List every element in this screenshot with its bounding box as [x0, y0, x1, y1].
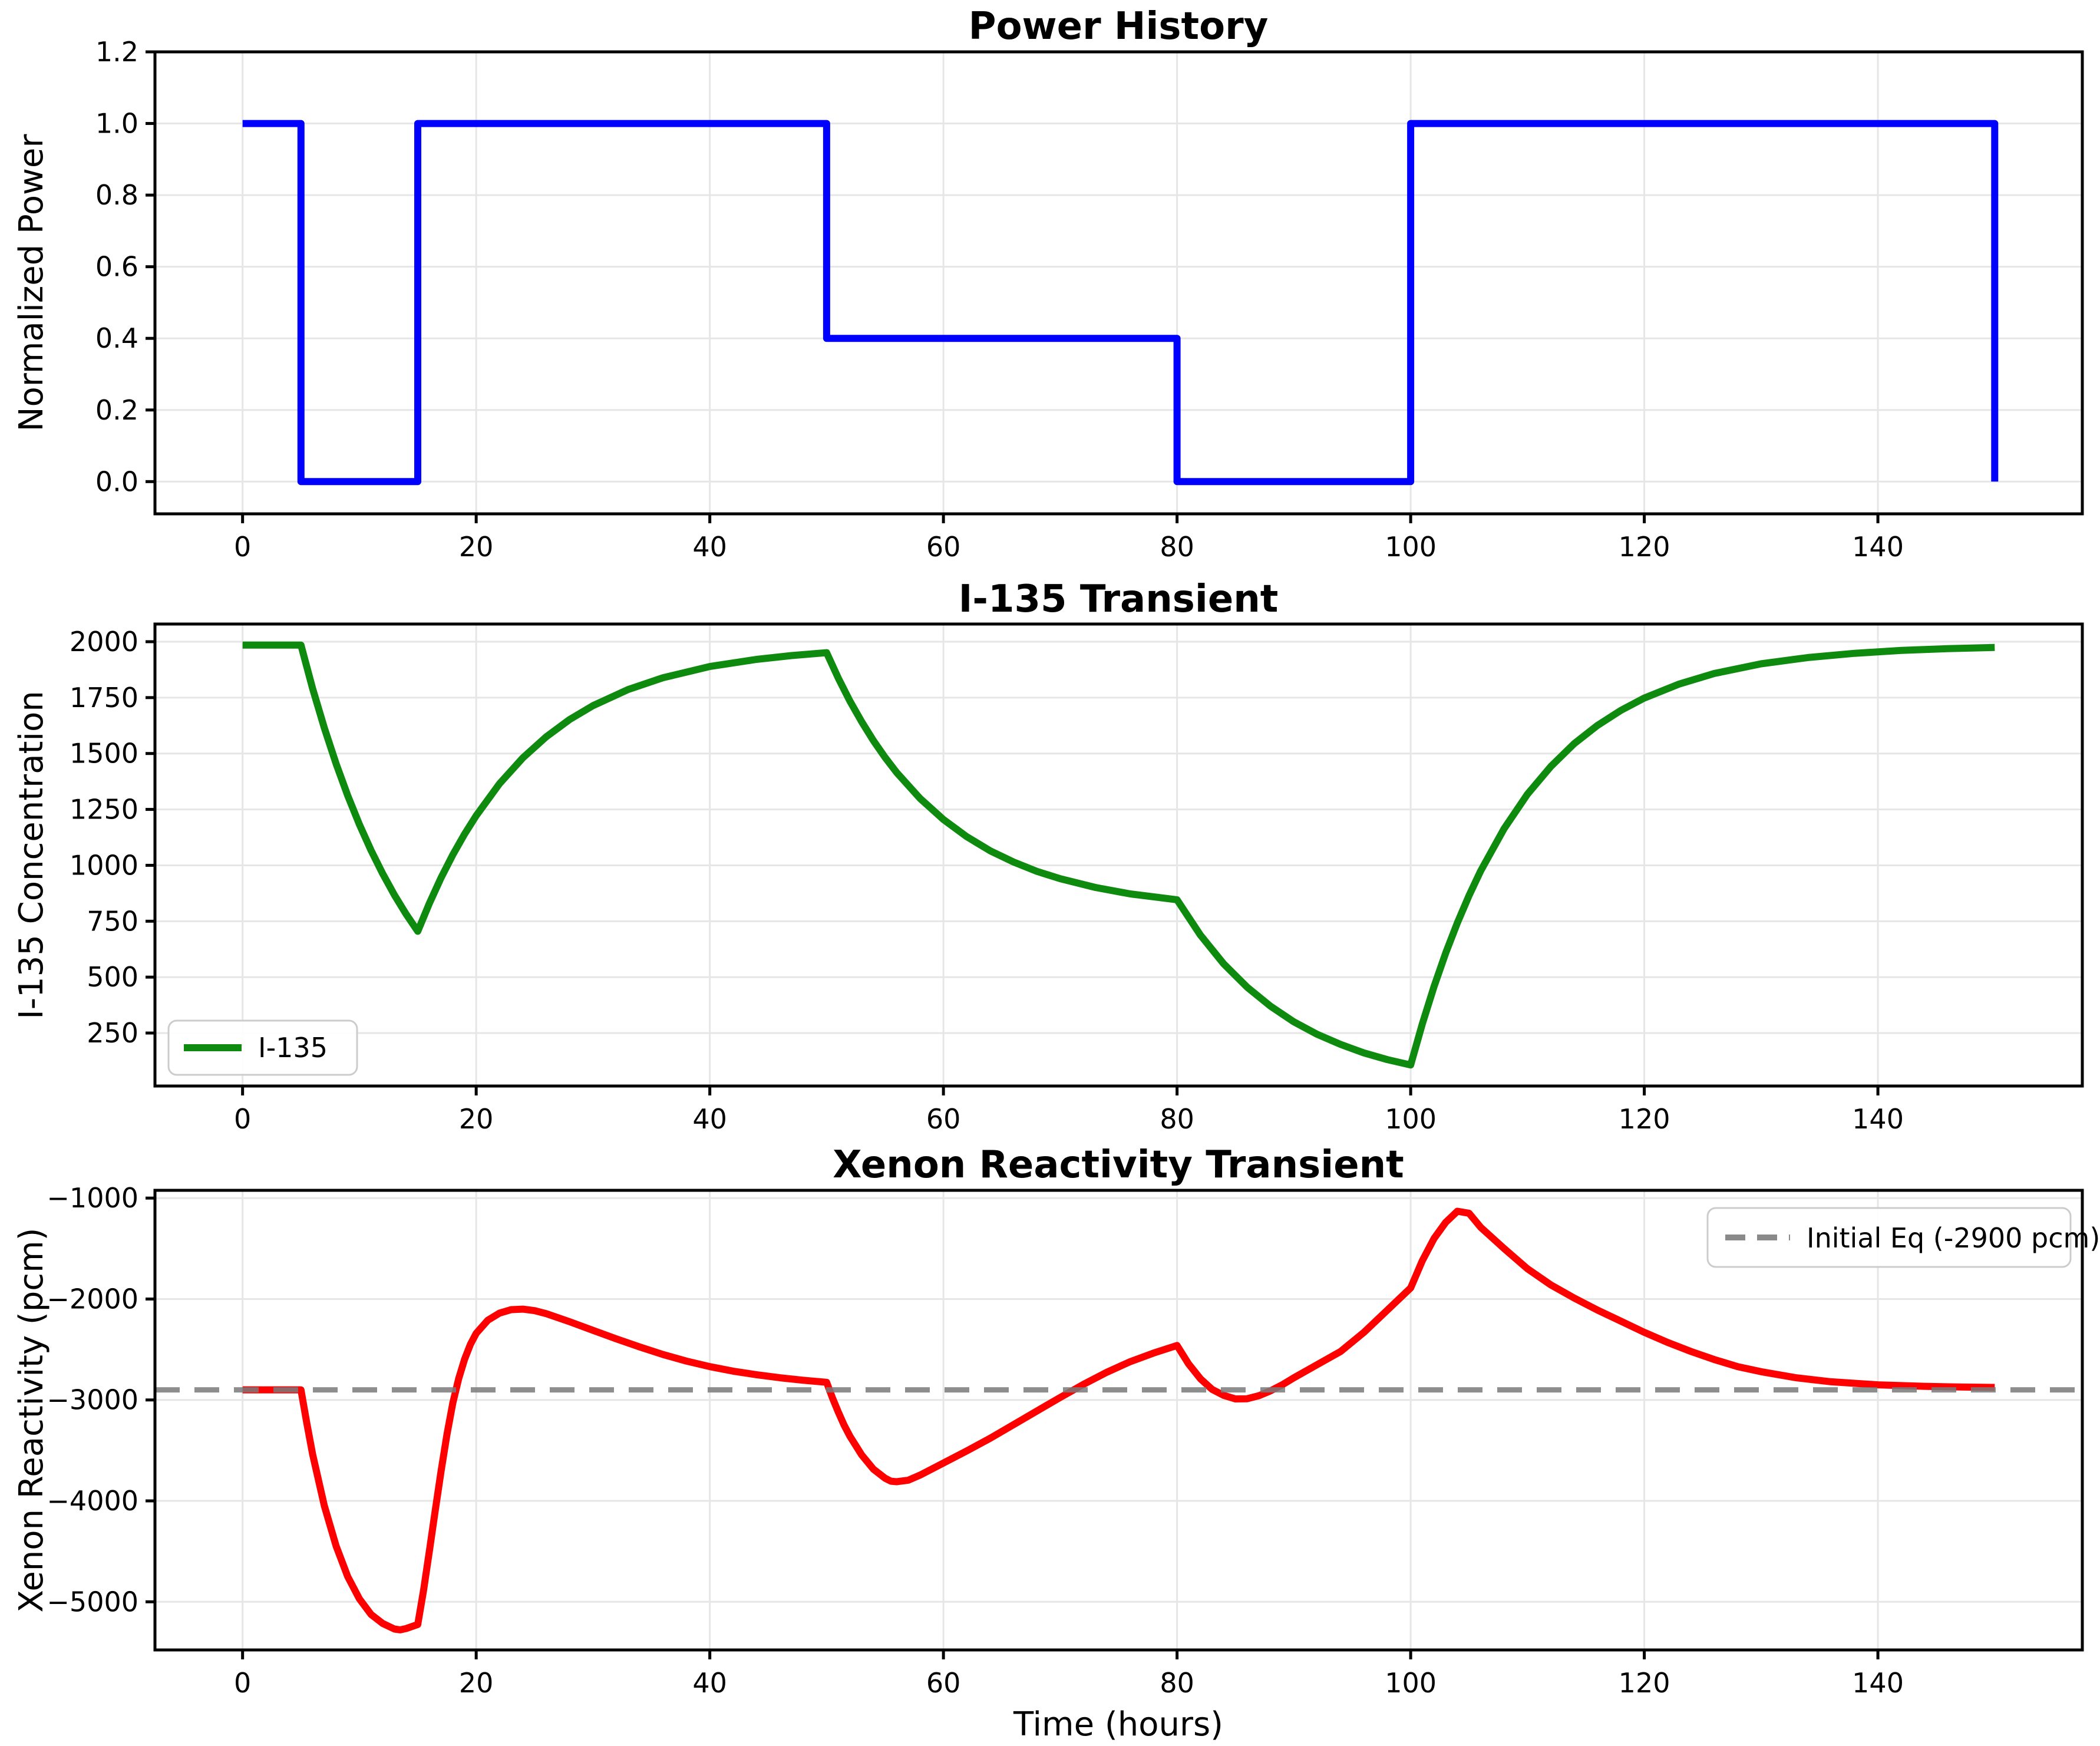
- x-tick-label: 140: [1852, 531, 1904, 563]
- x-tick-label: 140: [1852, 1103, 1904, 1135]
- x-tick-label: 100: [1385, 1103, 1437, 1135]
- series-xenon-reactivity: [242, 1207, 1995, 1633]
- y-tick-label: 0.2: [95, 394, 138, 426]
- y-tick-label: 1750: [70, 682, 138, 714]
- x-tick-label: 20: [459, 1103, 494, 1135]
- series-power: [242, 120, 1999, 486]
- grid-layer: [155, 624, 2082, 1086]
- x-tick-label: 80: [1160, 1667, 1194, 1699]
- y-tick-label: 500: [87, 961, 138, 993]
- x-tick-label: 40: [692, 531, 727, 563]
- x-tick-label: 40: [692, 1667, 727, 1699]
- x-tick-label: 80: [1160, 1103, 1194, 1135]
- y-tick-label: 1250: [70, 794, 138, 826]
- x-tick-label: 20: [459, 1667, 494, 1699]
- x-tick-label: 0: [234, 1667, 251, 1699]
- x-tick-label: 80: [1160, 531, 1194, 563]
- y-tick-label: 1500: [70, 738, 138, 770]
- legend-label-initial-eq: Initial Eq (-2900 pcm): [1807, 1222, 2100, 1254]
- chart-xenon-ylabel: Xenon Reactivity (pcm): [12, 1228, 51, 1613]
- x-tick-label: 0: [234, 531, 251, 563]
- chart-i135-transient: 0 20 40 60 80 100 120 140 250 500 750 1000 1250 1500 1…: [12, 577, 2084, 1135]
- axes-layer: 0 20 40 60 80 100 120 140 0.0 0.2 0.4 0.6 0.8 1.0 1.2: [95, 36, 2084, 563]
- axes-spines: [153, 622, 2084, 1088]
- series-layer: [242, 120, 1999, 486]
- xenon-legend: Initial Eq (-2900 pcm): [1706, 1207, 2100, 1268]
- x-tick-label: 120: [1619, 1103, 1670, 1135]
- y-tick-label: 2000: [70, 626, 138, 658]
- chart-xenon-title: Xenon Reactivity Transient: [833, 1143, 1404, 1187]
- series-layer: [155, 1207, 2082, 1633]
- y-tick-label: 250: [87, 1017, 138, 1049]
- series-layer: [242, 641, 1995, 1069]
- legend-box: [167, 1019, 358, 1076]
- chart-power-title: Power History: [969, 5, 1269, 48]
- x-tick-label: 60: [926, 1667, 961, 1699]
- i135-legend: I-135: [167, 1019, 358, 1076]
- chart-power-ylabel: Normalized Power: [12, 134, 51, 432]
- axes-layer: 0 20 40 60 80 100 120 140 −5000 −4000 −3000 −2000 −1…: [47, 1182, 2084, 1699]
- chart-power-history: 0 20 40 60 80 100 120 1400.00.20.40.60.81.01.2 …: [12, 5, 2084, 563]
- x-tick-label: 0: [234, 1103, 251, 1135]
- x-tick-label: 40: [692, 1103, 727, 1135]
- x-tick-label: 140: [1852, 1667, 1904, 1699]
- x-tick-label: 60: [926, 531, 961, 563]
- x-tick-label: 20: [459, 531, 494, 563]
- y-tick-label: 0.0: [95, 466, 138, 497]
- x-tick-label: 100: [1385, 531, 1437, 563]
- axes-layer: 0 20 40 60 80 100 120 140 250 500 750 1000 1250 1500 1…: [70, 622, 2084, 1135]
- chart-xenon-reactivity: 0 20 40 60 80 100 120 140 −5000 −4000 −3000 −2000 −1…: [12, 1143, 2100, 1744]
- y-tick-label: −4000: [47, 1485, 138, 1517]
- x-tick-label: 120: [1619, 531, 1670, 563]
- grid-layer: [155, 1190, 2082, 1650]
- axes-spines: [153, 1189, 2084, 1652]
- y-tick-label: −5000: [47, 1586, 138, 1618]
- chart-i135-title: I-135 Transient: [959, 577, 1279, 621]
- legend-box: [1706, 1207, 2072, 1268]
- chart-i135-ylabel: I-135 Concentration: [12, 691, 51, 1019]
- y-tick-label: 0.6: [95, 251, 138, 283]
- time-axis-label: Time (hours): [1013, 1705, 1223, 1744]
- y-tick-label: 1.0: [95, 108, 138, 140]
- x-tick-label: 60: [926, 1103, 961, 1135]
- y-tick-label: 1000: [70, 849, 138, 881]
- x-tick-label: 120: [1619, 1667, 1670, 1699]
- axes-spines: [153, 50, 2084, 516]
- y-tick-label: 0.4: [95, 322, 138, 354]
- y-tick-label: 0.8: [95, 179, 138, 211]
- series-I-135: [242, 641, 1995, 1069]
- y-tick-label: −3000: [47, 1384, 138, 1416]
- y-tick-label: 1.2: [95, 36, 138, 68]
- y-tick-label: −2000: [47, 1283, 138, 1315]
- y-tick-label: 750: [87, 905, 138, 937]
- y-tick-label: −1000: [47, 1182, 138, 1214]
- legend-label-i135: I-135: [258, 1032, 328, 1064]
- x-tick-label: 100: [1385, 1667, 1437, 1699]
